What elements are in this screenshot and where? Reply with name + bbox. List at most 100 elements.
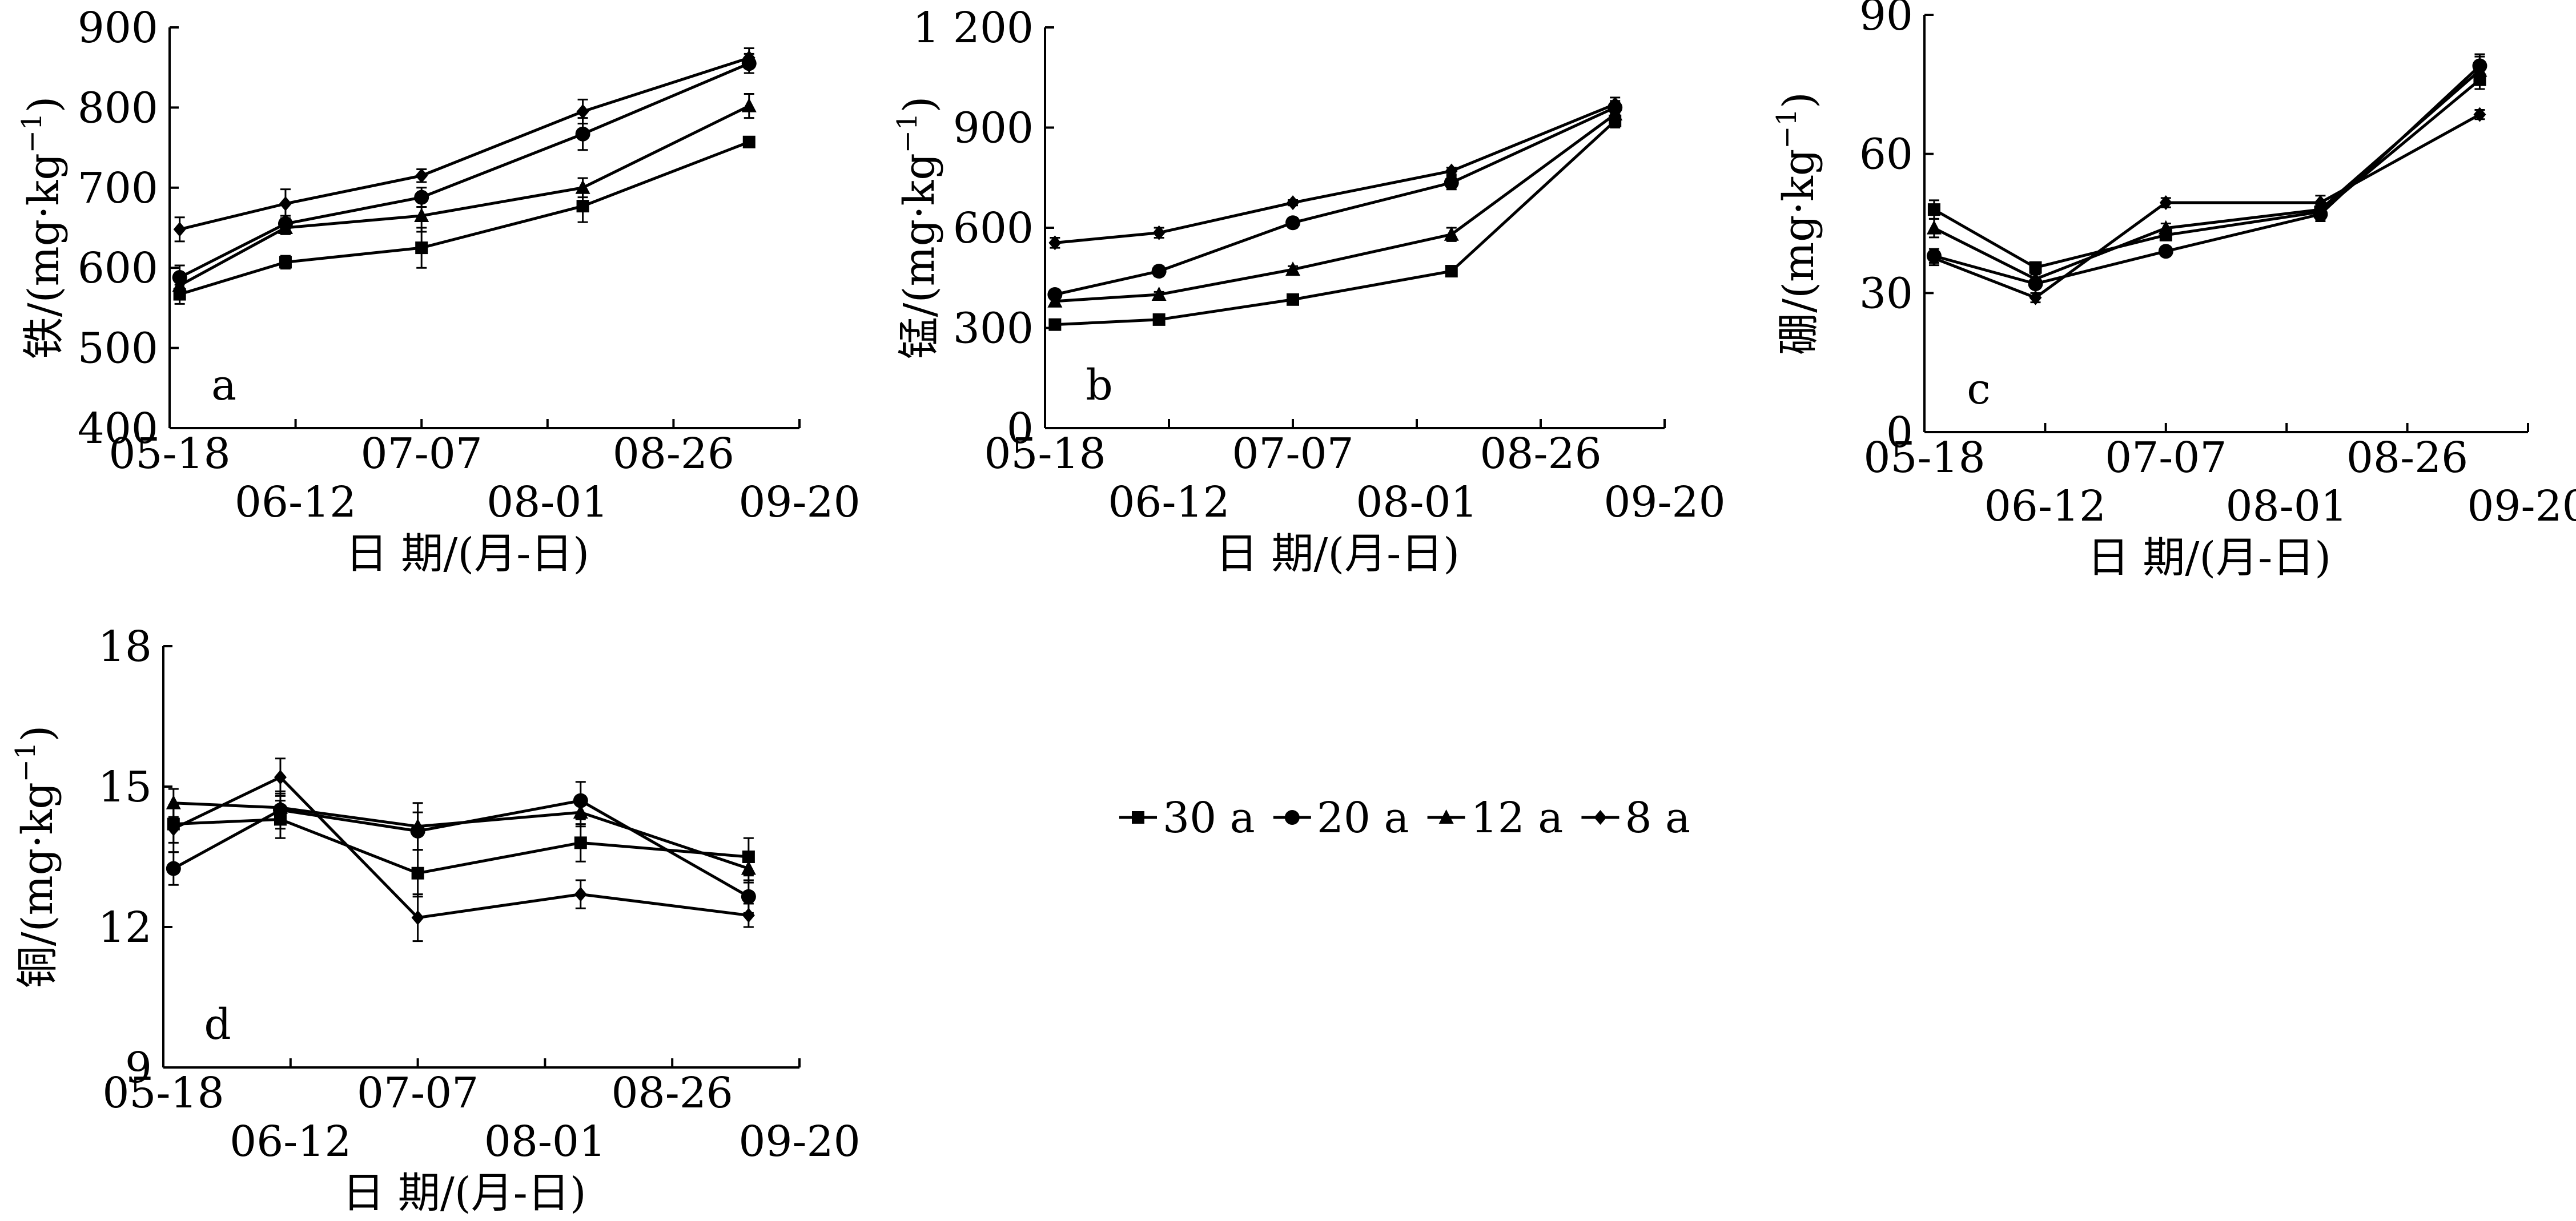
y-tick-label: 90 (1859, 0, 1913, 40)
y-tick-label: 800 (78, 83, 158, 132)
y-tick-label: 400 (78, 404, 158, 453)
y-tick-label: 0 (1886, 408, 1913, 457)
data-point (415, 241, 428, 255)
y-axis-label-superscript: −1 (16, 113, 48, 154)
data-point (2029, 261, 2042, 274)
series-12a (172, 93, 757, 296)
legend-label: 20 a (1317, 793, 1409, 843)
legend-item: 8 a (1581, 793, 1690, 843)
series-12a (1047, 106, 1623, 308)
y-tick-label: 9 (125, 1043, 152, 1093)
data-point (414, 207, 429, 222)
series-line (179, 140, 750, 296)
x-tick-label: 05-18 (102, 1069, 224, 1118)
data-point (279, 256, 292, 269)
series-20a (166, 781, 756, 914)
x-tick-label: 09-20 (738, 478, 860, 527)
series-line (1055, 103, 1616, 244)
series-8a (167, 757, 755, 942)
panel-letter: b (1086, 361, 1112, 410)
series-line (1054, 106, 1616, 296)
data-point (272, 799, 288, 814)
y-axis-label-close-paren: ) (1774, 92, 1823, 108)
data-point (1287, 293, 1299, 306)
data-point (173, 221, 186, 237)
x-tick-label: 06-12 (1984, 482, 2106, 531)
data-point (1048, 318, 1062, 331)
data-point (1151, 264, 1167, 279)
data-point (1444, 226, 1459, 241)
x-tick-label: 08-26 (612, 1069, 733, 1118)
legend-marker (1438, 809, 1454, 824)
y-axis-label-text: 锰/(mg·kg (895, 153, 944, 359)
x-tick-label: 08-01 (484, 1117, 606, 1166)
y-axis-label: 硼/(mg·kg−1) (1771, 92, 1823, 355)
x-tick-label: 08-01 (2226, 482, 2348, 531)
y-tick-label: 1 200 (913, 3, 1034, 53)
legend-label: 12 a (1471, 793, 1564, 843)
data-point (279, 196, 292, 211)
data-point (1152, 313, 1166, 326)
x-tick-label: 09-20 (2467, 482, 2576, 531)
y-tick-label: 900 (78, 3, 158, 53)
y-tick-label: 500 (78, 324, 158, 373)
y-tick-label: 18 (98, 622, 152, 671)
chart-panel-b: 0 300 600 900 1 200 05-1806-1207-0708-0108-26… (891, 3, 1726, 578)
y-axis-label-close-paren: ) (19, 96, 69, 113)
series-30a (1048, 113, 1622, 331)
y-tick-label: 30 (1859, 269, 1913, 318)
x-tick-label: 09-20 (738, 1117, 860, 1166)
series-8a (1048, 96, 1622, 251)
y-axis-label-superscript: −1 (891, 113, 923, 154)
series-line (173, 801, 749, 870)
data-point (1927, 251, 1940, 266)
legend-label: 30 a (1163, 793, 1255, 843)
data-point (576, 104, 589, 119)
x-tick-label: 08-26 (1480, 429, 1601, 478)
legend-item: 12 a (1427, 793, 1564, 843)
y-tick-label: 60 (1859, 130, 1913, 179)
data-point (742, 908, 755, 923)
y-tick-label: 300 (953, 304, 1034, 353)
data-point (1287, 195, 1299, 211)
x-axis-label: 日 期/(月-日) (2087, 533, 2331, 582)
data-point (1926, 220, 1942, 235)
panel-letter: c (1967, 365, 1990, 414)
x-tick-label: 08-26 (613, 429, 734, 478)
y-axis-label-superscript: −1 (1771, 108, 1803, 149)
panel-letter: a (211, 361, 236, 410)
data-point (1609, 96, 1622, 112)
panel-letter: d (204, 1000, 231, 1049)
data-point (415, 168, 428, 183)
x-tick-label: 06-12 (230, 1117, 351, 1166)
y-axis-label-close-paren: ) (13, 726, 62, 742)
y-tick-label: 0 (1007, 404, 1034, 453)
x-tick-label: 07-07 (361, 429, 483, 478)
data-point (166, 861, 181, 876)
series-30a (173, 135, 755, 305)
x-tick-label: 06-12 (1108, 478, 1229, 527)
data-point (575, 126, 590, 142)
data-point (411, 867, 424, 880)
x-tick-label: 08-01 (487, 478, 608, 527)
x-axis-label: 日 期/(月-日) (342, 1168, 586, 1218)
y-axis-label-close-paren: ) (895, 96, 944, 113)
data-point (741, 889, 756, 904)
legend-marker (1594, 810, 1607, 825)
series-line (1055, 113, 1616, 303)
chart-panel-a: 400 500 600 700 800 900 05-1806-1207-0708-0108… (16, 3, 861, 578)
legend-marker (1132, 811, 1144, 824)
series-20a (1047, 100, 1623, 302)
data-point (414, 190, 429, 205)
x-axis-label: 日 期/(月-日) (345, 529, 589, 578)
data-point (1445, 265, 1458, 278)
legend-item: 20 a (1273, 793, 1409, 843)
y-axis-label: 铁/(mg·kg−1) (16, 96, 69, 360)
data-point (2159, 195, 2172, 210)
data-point (741, 98, 757, 112)
x-axis-label: 日 期/(月-日) (1216, 529, 1460, 578)
series-line (1934, 65, 2481, 285)
